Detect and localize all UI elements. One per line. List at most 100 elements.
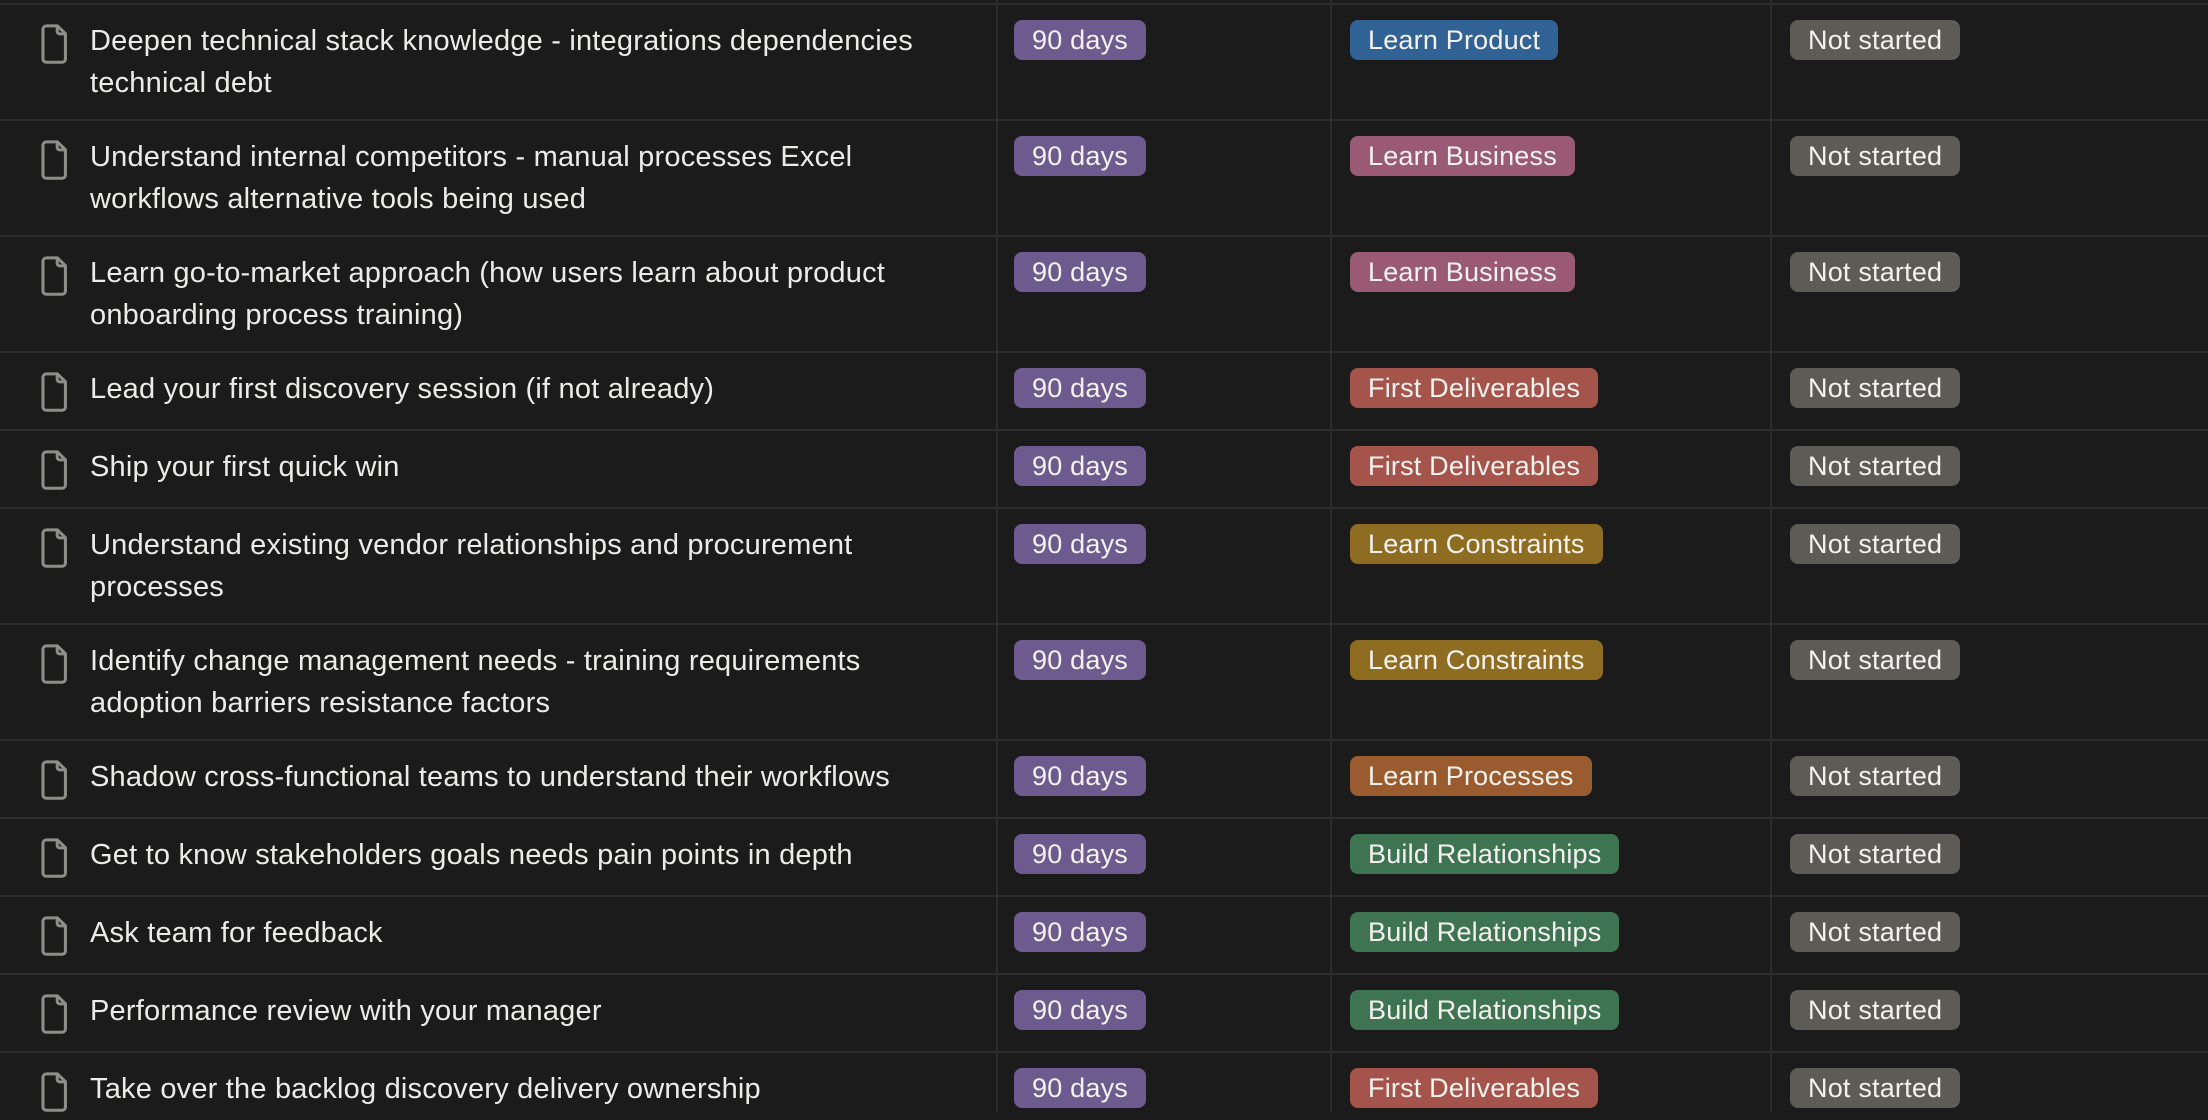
timeline-tag[interactable]: 90 days — [1014, 252, 1146, 292]
cell-timeline[interactable]: 90 days — [996, 353, 1330, 429]
timeline-tag[interactable]: 90 days — [1014, 446, 1146, 486]
cell-task-title[interactable]: Learn go-to-market approach (how users l… — [0, 237, 996, 351]
cell-timeline[interactable]: 90 days — [996, 741, 1330, 817]
cell-status[interactable]: Not started — [1770, 353, 2208, 429]
cell-timeline[interactable]: 90 days — [996, 431, 1330, 507]
cell-status[interactable]: Not started — [1770, 5, 2208, 119]
category-tag[interactable]: Learn Constraints — [1350, 640, 1603, 680]
cell-status[interactable]: Not started — [1770, 431, 2208, 507]
cell-status[interactable]: Not started — [1770, 897, 2208, 973]
table-row[interactable]: Ship your first quick win 90 days First … — [0, 431, 2208, 509]
task-title[interactable]: Shadow cross-functional teams to underst… — [90, 761, 891, 793]
task-title[interactable]: Ask team for feedback — [90, 917, 383, 949]
status-tag[interactable]: Not started — [1790, 834, 1961, 874]
status-tag[interactable]: Not started — [1790, 252, 1961, 292]
cell-task-title[interactable]: Understand internal competitors - manual… — [0, 121, 996, 235]
timeline-tag[interactable]: 90 days — [1014, 834, 1146, 874]
task-title[interactable]: Learn go-to-market approach (how users l… — [90, 257, 886, 331]
cell-timeline[interactable]: 90 days — [996, 121, 1330, 235]
cell-category[interactable]: First Deliverables — [1330, 1053, 1770, 1120]
cell-status[interactable]: Not started — [1770, 741, 2208, 817]
status-tag[interactable]: Not started — [1790, 912, 1961, 952]
category-tag[interactable]: First Deliverables — [1350, 1068, 1599, 1108]
task-title[interactable]: Understand internal competitors - manual… — [90, 141, 853, 215]
status-tag[interactable]: Not started — [1790, 990, 1961, 1030]
category-tag[interactable]: Learn Product — [1350, 20, 1559, 60]
table-row[interactable]: Performance review with your manager 90 … — [0, 975, 2208, 1053]
status-tag[interactable]: Not started — [1790, 640, 1961, 680]
cell-task-title[interactable]: Deepen technical stack knowledge - integ… — [0, 5, 996, 119]
cell-task-title[interactable]: Identify change management needs - train… — [0, 625, 996, 739]
cell-task-title[interactable]: Performance review with your manager — [0, 975, 996, 1051]
status-tag[interactable]: Not started — [1790, 368, 1961, 408]
table-row[interactable]: Get to know stakeholders goals needs pai… — [0, 819, 2208, 897]
category-tag[interactable]: First Deliverables — [1350, 446, 1599, 486]
status-tag[interactable]: Not started — [1790, 1068, 1961, 1108]
timeline-tag[interactable]: 90 days — [1014, 524, 1146, 564]
cell-task-title[interactable]: Get to know stakeholders goals needs pai… — [0, 819, 996, 895]
status-tag[interactable]: Not started — [1790, 136, 1961, 176]
status-tag[interactable]: Not started — [1790, 20, 1961, 60]
category-tag[interactable]: Learn Business — [1350, 136, 1575, 176]
table-row[interactable]: Shadow cross-functional teams to underst… — [0, 741, 2208, 819]
status-tag[interactable]: Not started — [1790, 524, 1961, 564]
task-title[interactable]: Take over the backlog discovery delivery… — [90, 1073, 761, 1105]
cell-task-title[interactable]: Ship your first quick win — [0, 431, 996, 507]
cell-timeline[interactable]: 90 days — [996, 509, 1330, 623]
cell-status[interactable]: Not started — [1770, 1053, 2208, 1120]
timeline-tag[interactable]: 90 days — [1014, 990, 1146, 1030]
table-row[interactable]: Lead your first discovery session (if no… — [0, 353, 2208, 431]
table-row[interactable]: Identify change management needs - train… — [0, 625, 2208, 741]
task-title[interactable]: Deepen technical stack knowledge - integ… — [90, 25, 913, 99]
cell-status[interactable]: Not started — [1770, 625, 2208, 739]
cell-category[interactable]: Learn Product — [1330, 5, 1770, 119]
cell-category[interactable]: Build Relationships — [1330, 897, 1770, 973]
cell-category[interactable]: First Deliverables — [1330, 431, 1770, 507]
cell-timeline[interactable]: 90 days — [996, 1053, 1330, 1120]
task-title[interactable]: Performance review with your manager — [90, 995, 602, 1027]
cell-task-title[interactable]: Lead your first discovery session (if no… — [0, 353, 996, 429]
category-tag[interactable]: Learn Business — [1350, 252, 1575, 292]
task-title[interactable]: Get to know stakeholders goals needs pai… — [90, 839, 853, 871]
cell-status[interactable]: Not started — [1770, 819, 2208, 895]
table-row[interactable]: Understand internal competitors - manual… — [0, 121, 2208, 237]
cell-category[interactable]: Build Relationships — [1330, 975, 1770, 1051]
cell-category[interactable]: First Deliverables — [1330, 353, 1770, 429]
category-tag[interactable]: Build Relationships — [1350, 834, 1620, 874]
timeline-tag[interactable]: 90 days — [1014, 136, 1146, 176]
timeline-tag[interactable]: 90 days — [1014, 20, 1146, 60]
status-tag[interactable]: Not started — [1790, 756, 1961, 796]
timeline-tag[interactable]: 90 days — [1014, 1068, 1146, 1108]
cell-category[interactable]: Learn Constraints — [1330, 509, 1770, 623]
cell-status[interactable]: Not started — [1770, 237, 2208, 351]
cell-timeline[interactable]: 90 days — [996, 625, 1330, 739]
category-tag[interactable]: Learn Processes — [1350, 756, 1592, 796]
table-row[interactable]: Understand existing vendor relationships… — [0, 509, 2208, 625]
category-tag[interactable]: First Deliverables — [1350, 368, 1599, 408]
timeline-tag[interactable]: 90 days — [1014, 368, 1146, 408]
cell-category[interactable]: Learn Processes — [1330, 741, 1770, 817]
cell-category[interactable]: Learn Business — [1330, 237, 1770, 351]
cell-timeline[interactable]: 90 days — [996, 897, 1330, 973]
cell-task-title[interactable]: Understand existing vendor relationships… — [0, 509, 996, 623]
cell-status[interactable]: Not started — [1770, 975, 2208, 1051]
task-title[interactable]: Identify change management needs - train… — [90, 645, 861, 719]
cell-status[interactable]: Not started — [1770, 509, 2208, 623]
task-title[interactable]: Lead your first discovery session (if no… — [90, 373, 715, 405]
cell-task-title[interactable]: Ask team for feedback — [0, 897, 996, 973]
category-tag[interactable]: Build Relationships — [1350, 990, 1620, 1030]
cell-category[interactable]: Build Relationships — [1330, 819, 1770, 895]
cell-category[interactable]: Learn Constraints — [1330, 625, 1770, 739]
timeline-tag[interactable]: 90 days — [1014, 912, 1146, 952]
category-tag[interactable]: Learn Constraints — [1350, 524, 1603, 564]
table-row[interactable]: Ask team for feedback 90 days Build Rela… — [0, 897, 2208, 975]
cell-task-title[interactable]: Take over the backlog discovery delivery… — [0, 1053, 996, 1120]
table-row[interactable]: Learn go-to-market approach (how users l… — [0, 237, 2208, 353]
status-tag[interactable]: Not started — [1790, 446, 1961, 486]
cell-timeline[interactable]: 90 days — [996, 5, 1330, 119]
cell-status[interactable]: Not started — [1770, 121, 2208, 235]
cell-category[interactable]: Learn Business — [1330, 121, 1770, 235]
table-row[interactable]: Deepen technical stack knowledge - integ… — [0, 5, 2208, 121]
cell-task-title[interactable]: Shadow cross-functional teams to underst… — [0, 741, 996, 817]
timeline-tag[interactable]: 90 days — [1014, 756, 1146, 796]
